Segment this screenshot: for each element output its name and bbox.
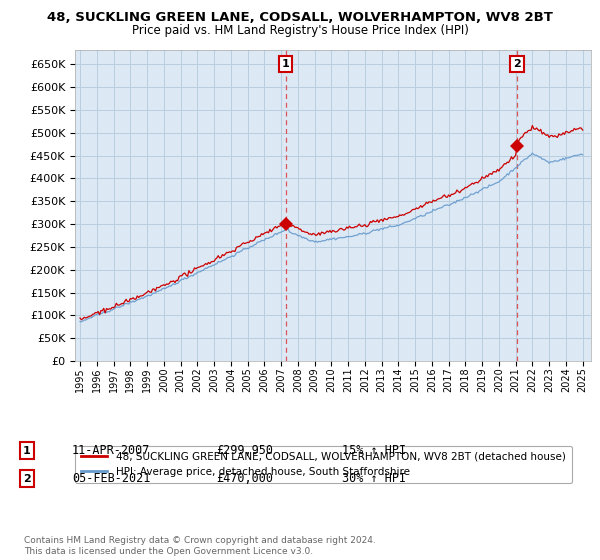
Text: £299,950: £299,950	[216, 444, 273, 458]
Legend: 48, SUCKLING GREEN LANE, CODSALL, WOLVERHAMPTON, WV8 2BT (detached house), HPI: : 48, SUCKLING GREEN LANE, CODSALL, WOLVER…	[75, 446, 572, 483]
Text: Price paid vs. HM Land Registry's House Price Index (HPI): Price paid vs. HM Land Registry's House …	[131, 24, 469, 37]
Text: 11-APR-2007: 11-APR-2007	[72, 444, 151, 458]
Text: 1: 1	[282, 59, 290, 69]
Text: 2: 2	[23, 474, 31, 484]
Text: 15% ↑ HPI: 15% ↑ HPI	[342, 444, 406, 458]
Text: 48, SUCKLING GREEN LANE, CODSALL, WOLVERHAMPTON, WV8 2BT: 48, SUCKLING GREEN LANE, CODSALL, WOLVER…	[47, 11, 553, 24]
Text: 2: 2	[513, 59, 521, 69]
Text: £470,000: £470,000	[216, 472, 273, 486]
Text: 05-FEB-2021: 05-FEB-2021	[72, 472, 151, 486]
Text: 1: 1	[23, 446, 31, 456]
Text: Contains HM Land Registry data © Crown copyright and database right 2024.
This d: Contains HM Land Registry data © Crown c…	[24, 536, 376, 556]
Text: 30% ↑ HPI: 30% ↑ HPI	[342, 472, 406, 486]
